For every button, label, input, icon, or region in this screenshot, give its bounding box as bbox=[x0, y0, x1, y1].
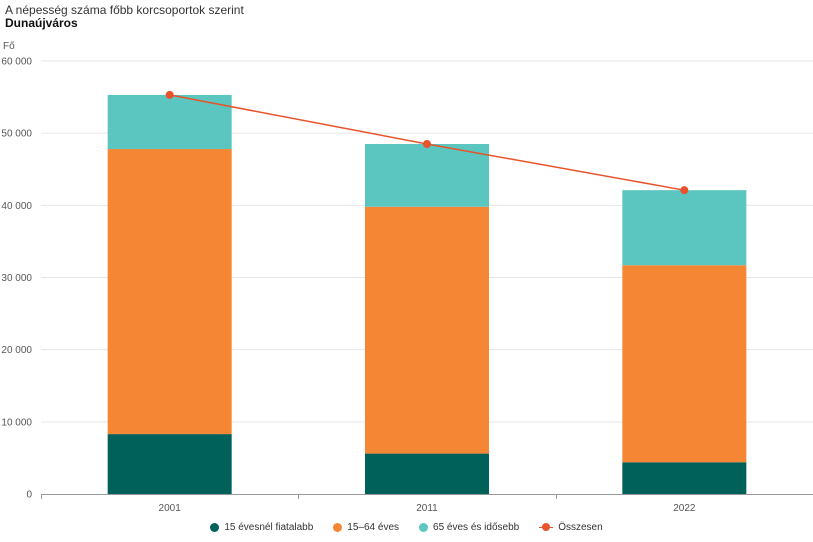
legend-swatch-15-64 bbox=[333, 523, 343, 532]
legend: 15 évesnél fiatalabb 15–64 éves 65 éves … bbox=[0, 522, 813, 533]
y-axis-ticks: 0 10 000 20 000 30 000 40 000 50 000 60 000 bbox=[1, 57, 32, 501]
y-tick-label: 20 000 bbox=[1, 345, 32, 356]
total-point bbox=[680, 186, 689, 195]
legend-label-under15: 15 évesnél fiatalabb bbox=[224, 522, 314, 533]
y-tick-label: 60 000 bbox=[1, 57, 32, 68]
bar-segment bbox=[107, 94, 232, 150]
legend-swatch-under15 bbox=[210, 523, 220, 532]
total-point bbox=[165, 90, 174, 99]
bars bbox=[107, 94, 747, 494]
stacked-bar-chart: Fő 0 10 000 20 000 30 000 40 000 50 000 60 000… bbox=[1, 41, 813, 514]
bar-segment bbox=[107, 434, 232, 494]
legend-item-65plus[interactable]: 65 éves és idősebb bbox=[419, 522, 519, 533]
y-tick-label: 0 bbox=[26, 490, 32, 501]
legend-label-65plus: 65 éves és idősebb bbox=[433, 522, 520, 533]
y-tick-label: 40 000 bbox=[1, 201, 32, 212]
bar-segment bbox=[365, 453, 489, 494]
x-tick-label: 2022 bbox=[673, 503, 696, 514]
x-tick-label: 2011 bbox=[416, 503, 438, 514]
y-axis-unit: Fő bbox=[3, 41, 15, 52]
bar-segment bbox=[622, 462, 747, 494]
bar-segment bbox=[365, 143, 489, 207]
x-axis: 2001 2011 2022 bbox=[41, 494, 813, 514]
bar-segment bbox=[622, 265, 747, 463]
legend-label-total: Összesen bbox=[558, 522, 603, 533]
bar-segment bbox=[622, 190, 747, 266]
legend-item-under15[interactable]: 15 évesnél fiatalabb bbox=[210, 522, 313, 533]
total-point bbox=[423, 139, 431, 148]
bar-segment bbox=[365, 206, 489, 454]
total-line bbox=[165, 90, 689, 195]
legend-item-15-64[interactable]: 15–64 éves bbox=[333, 522, 399, 533]
x-tick-label: 2001 bbox=[159, 503, 182, 514]
legend-swatch-65plus bbox=[419, 523, 429, 532]
legend-item-total[interactable]: Összesen bbox=[539, 522, 603, 533]
chart-title: A népesség száma főbb korcsoportok szeri… bbox=[5, 3, 244, 17]
y-tick-label: 10 000 bbox=[1, 417, 32, 428]
legend-label-15-64: 15–64 éves bbox=[347, 522, 400, 533]
legend-swatch-total bbox=[539, 523, 554, 532]
chart-subtitle: Dunaújváros bbox=[5, 16, 78, 30]
y-tick-label: 30 000 bbox=[1, 273, 32, 284]
bar-segment bbox=[107, 149, 232, 435]
y-tick-label: 50 000 bbox=[1, 129, 32, 140]
